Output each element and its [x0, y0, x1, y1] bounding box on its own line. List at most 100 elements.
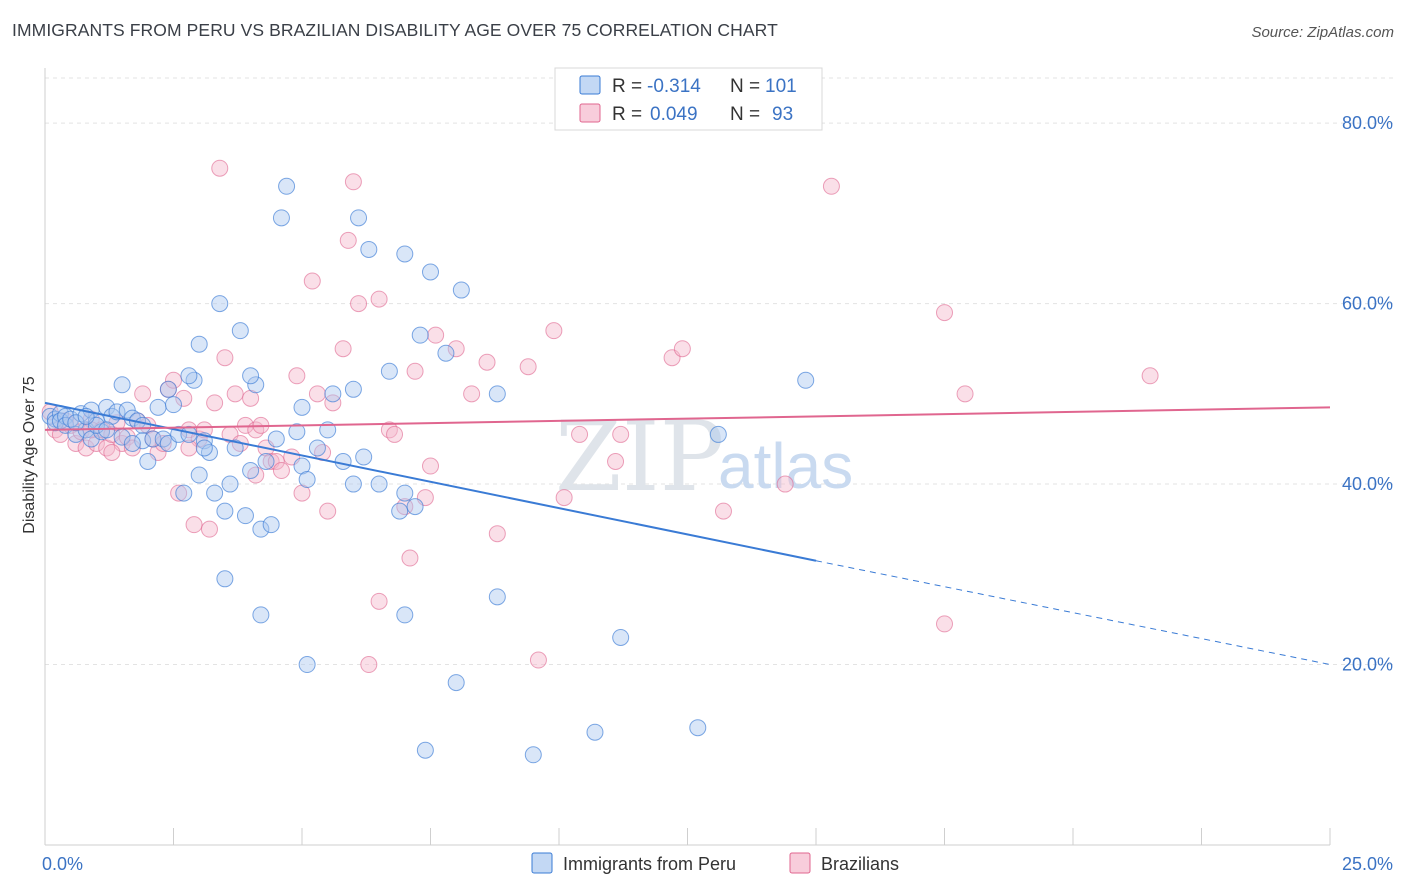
- brazil-point: [555, 489, 573, 507]
- brazil-point: [447, 340, 465, 358]
- peru-point: [288, 423, 306, 441]
- peru-point: [216, 570, 234, 588]
- brazil-point: [308, 385, 326, 403]
- peru-point: [252, 520, 270, 538]
- brazil-point: [267, 453, 285, 470]
- peru-point: [231, 322, 249, 340]
- peru-point: [396, 606, 414, 624]
- peru-point: [257, 453, 275, 470]
- brazil-point: [206, 394, 224, 412]
- brazil-point: [380, 421, 398, 439]
- peru-point: [308, 439, 326, 457]
- brazil-trend-line: [44, 406, 1331, 431]
- peru-point: [185, 371, 203, 389]
- brazil-point: [185, 516, 203, 534]
- legend-peru-n-label: N =: [730, 76, 760, 97]
- brazil-point: [154, 434, 172, 452]
- y-tick-label: 20.0%: [1342, 655, 1393, 675]
- brazil-point: [77, 439, 95, 457]
- peru-point: [247, 376, 265, 394]
- y-tick-labels: 20.0% 40.0% 60.0% 80.0%: [1342, 113, 1393, 674]
- peru-point: [324, 385, 342, 403]
- brazil-point: [226, 385, 244, 403]
- brazil-point: [519, 358, 537, 376]
- brazil-point: [386, 425, 404, 443]
- brazil-point: [673, 340, 691, 358]
- peru-point: [298, 471, 316, 489]
- peru-point: [134, 416, 152, 434]
- brazil-point: [339, 231, 357, 249]
- peru-point: [165, 396, 182, 414]
- peru-point: [416, 741, 434, 759]
- peru-point: [154, 430, 172, 448]
- legend-peru-r-value: -0.314: [647, 76, 701, 97]
- brazil-point: [463, 385, 481, 403]
- peru-point: [396, 484, 414, 502]
- peru-point: [149, 398, 167, 416]
- peru-point: [123, 434, 141, 452]
- brazil-point: [822, 177, 840, 195]
- chart-source: Source: ZipAtlas.com: [1251, 24, 1394, 41]
- brazil-point: [360, 656, 378, 674]
- axes: [44, 68, 1331, 846]
- peru-point: [267, 430, 285, 448]
- peru-point: [396, 245, 414, 263]
- brazil-point: [103, 443, 121, 461]
- peru-point: [797, 371, 815, 389]
- peru-point: [355, 448, 373, 466]
- brazil-point: [406, 362, 424, 380]
- legend-brazil-r-label: R =: [612, 104, 642, 125]
- brazil-point: [396, 498, 414, 516]
- brazil-point: [175, 389, 193, 407]
- brazil-point: [936, 615, 953, 633]
- legend-peru-n-value: 101: [765, 76, 797, 97]
- peru-point: [488, 385, 506, 403]
- correlation-legend: R = -0.314 N = 101 R = 0.049 N = 93: [554, 67, 823, 131]
- x-tick-label-max: 25.0%: [1342, 854, 1393, 874]
- y-tick-label: 60.0%: [1342, 294, 1393, 314]
- peru-point: [226, 439, 244, 457]
- peru-point: [113, 376, 131, 394]
- brazil-point: [334, 340, 352, 358]
- peru-point: [118, 401, 136, 419]
- brazil-point: [936, 304, 953, 322]
- legend-brazil-n-label: N =: [730, 104, 760, 125]
- brazil-point: [344, 173, 362, 191]
- peru-point: [190, 335, 208, 353]
- peru-point: [524, 746, 542, 764]
- peru-point: [262, 516, 280, 534]
- brazil-point: [180, 439, 198, 457]
- legend-brazil-r-value: 0.049: [650, 104, 698, 125]
- peru-point: [406, 498, 424, 516]
- bottom-legend-brazil-swatch: [789, 852, 811, 874]
- brazil-point: [545, 322, 563, 340]
- legend-brazil-swatch: [579, 103, 601, 123]
- peru-point: [488, 588, 506, 606]
- brazil-point: [272, 462, 290, 480]
- peru-point: [391, 502, 409, 520]
- x-tick-label-min: 0.0%: [42, 854, 83, 874]
- watermark-atlas: atlas: [718, 430, 853, 502]
- series-legend: Immigrants from Peru Brazilians: [531, 852, 899, 874]
- y-axis-label: Disability Age Over 75: [21, 376, 38, 534]
- y-tick-label: 80.0%: [1342, 113, 1393, 133]
- peru-point: [278, 177, 296, 195]
- peru-trend-extension: [815, 560, 1331, 666]
- peru-point: [447, 674, 465, 692]
- trend-lines: [44, 401, 1331, 666]
- peru-point: [298, 656, 316, 674]
- peru-point: [350, 209, 368, 227]
- x-tick-labels: 0.0% 25.0%: [42, 854, 1393, 874]
- peru-point: [411, 326, 429, 344]
- peru-point: [586, 723, 604, 741]
- brazil-point: [571, 425, 589, 443]
- peru-point: [236, 507, 254, 525]
- brazil-point: [714, 502, 732, 520]
- brazil-point: [607, 453, 625, 470]
- brazil-point: [370, 592, 388, 610]
- brazil-point: [427, 326, 445, 344]
- brazil-point: [350, 295, 368, 313]
- brazil-point: [216, 349, 234, 367]
- bottom-legend-peru-swatch: [531, 852, 553, 874]
